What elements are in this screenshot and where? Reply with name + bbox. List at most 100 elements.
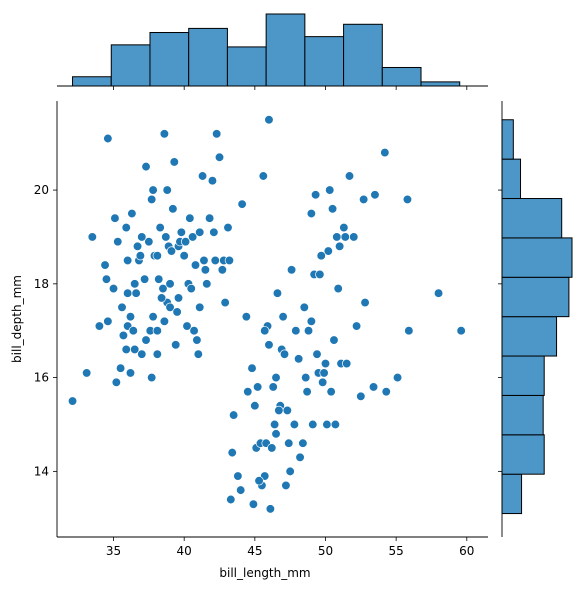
x-tick-label: 50	[318, 544, 333, 558]
y-tick-label: 14	[34, 464, 49, 478]
data-point	[212, 129, 222, 139]
data-point	[162, 185, 172, 195]
data-point	[118, 330, 129, 341]
data-point	[293, 354, 304, 364]
data-point	[325, 185, 335, 195]
data-point	[172, 307, 182, 317]
data-point	[323, 246, 333, 256]
data-point	[327, 204, 338, 214]
data-point	[195, 302, 205, 312]
data-point	[179, 251, 189, 261]
data-point	[265, 504, 276, 514]
data-point	[330, 419, 341, 430]
x-tick-label: 35	[106, 544, 121, 558]
data-point	[402, 194, 413, 205]
data-point	[217, 265, 227, 275]
data-point	[289, 419, 300, 430]
data-point	[319, 368, 329, 378]
right-marginal-histogram	[498, 101, 573, 537]
data-point	[125, 312, 136, 322]
data-point	[148, 312, 158, 322]
data-point	[188, 232, 198, 242]
right-hist-bar	[501, 355, 545, 396]
data-point	[356, 391, 366, 402]
data-point	[236, 485, 246, 495]
data-point	[137, 349, 147, 359]
data-point	[308, 419, 318, 430]
data-point	[139, 274, 150, 284]
data-point	[279, 349, 290, 359]
data-point	[349, 232, 359, 242]
top-hist-bar	[420, 81, 461, 87]
data-point	[176, 227, 187, 237]
data-point	[248, 499, 259, 509]
data-point	[456, 326, 466, 336]
y-axis-label: bill_depth_mm	[10, 275, 24, 363]
data-point	[254, 476, 264, 486]
y-tick-label: 20	[34, 183, 49, 197]
data-point	[269, 419, 280, 430]
data-point	[152, 326, 162, 336]
data-point	[404, 326, 414, 336]
data-point	[334, 241, 345, 251]
data-point	[165, 302, 175, 312]
data-point	[368, 382, 379, 392]
data-point	[94, 321, 105, 331]
top-hist-bar	[149, 32, 190, 87]
data-point	[204, 213, 215, 223]
data-point	[87, 232, 97, 242]
data-point	[155, 222, 165, 233]
data-point	[110, 213, 120, 223]
top-hist-bar	[343, 23, 383, 87]
data-point	[123, 288, 133, 298]
data-point	[320, 358, 331, 369]
right-hist-bar	[501, 276, 570, 318]
data-point	[209, 227, 219, 237]
data-point	[152, 251, 162, 261]
data-point	[123, 255, 133, 266]
data-point	[358, 194, 369, 205]
top-hist-bar	[265, 13, 306, 87]
data-point	[333, 283, 343, 294]
right-hist-bar	[501, 434, 545, 475]
data-point	[301, 372, 311, 383]
data-point	[227, 447, 237, 458]
data-point	[316, 251, 326, 261]
data-point	[310, 190, 321, 200]
top-hist-bar	[226, 46, 267, 87]
data-point	[318, 377, 328, 387]
data-point	[224, 255, 235, 266]
data-point	[339, 222, 349, 233]
data-point	[342, 358, 352, 369]
data-point	[159, 316, 170, 326]
data-point	[180, 236, 191, 247]
data-point	[202, 279, 212, 289]
data-point	[258, 171, 268, 181]
data-point	[228, 410, 239, 420]
top-hist-bar	[304, 36, 345, 87]
data-point	[370, 190, 380, 200]
x-tick-label: 45	[247, 544, 262, 558]
data-point	[315, 269, 325, 280]
data-point	[306, 208, 317, 219]
data-point	[284, 438, 294, 448]
data-point	[100, 260, 110, 270]
right-hist-bar	[501, 158, 522, 200]
data-point	[303, 326, 314, 336]
data-point	[271, 372, 281, 383]
data-point	[291, 326, 301, 336]
data-point	[295, 452, 305, 462]
data-point	[268, 382, 278, 392]
data-point	[192, 335, 202, 345]
data-point	[189, 326, 199, 336]
data-point	[243, 387, 253, 397]
data-point	[299, 302, 309, 312]
top-hist-bar	[381, 66, 422, 87]
data-point	[103, 133, 113, 144]
y-tick-label: 16	[34, 371, 49, 385]
data-point	[168, 204, 178, 214]
data-point	[130, 279, 140, 289]
data-point	[329, 335, 339, 345]
data-point	[156, 293, 167, 303]
data-point	[233, 471, 243, 481]
